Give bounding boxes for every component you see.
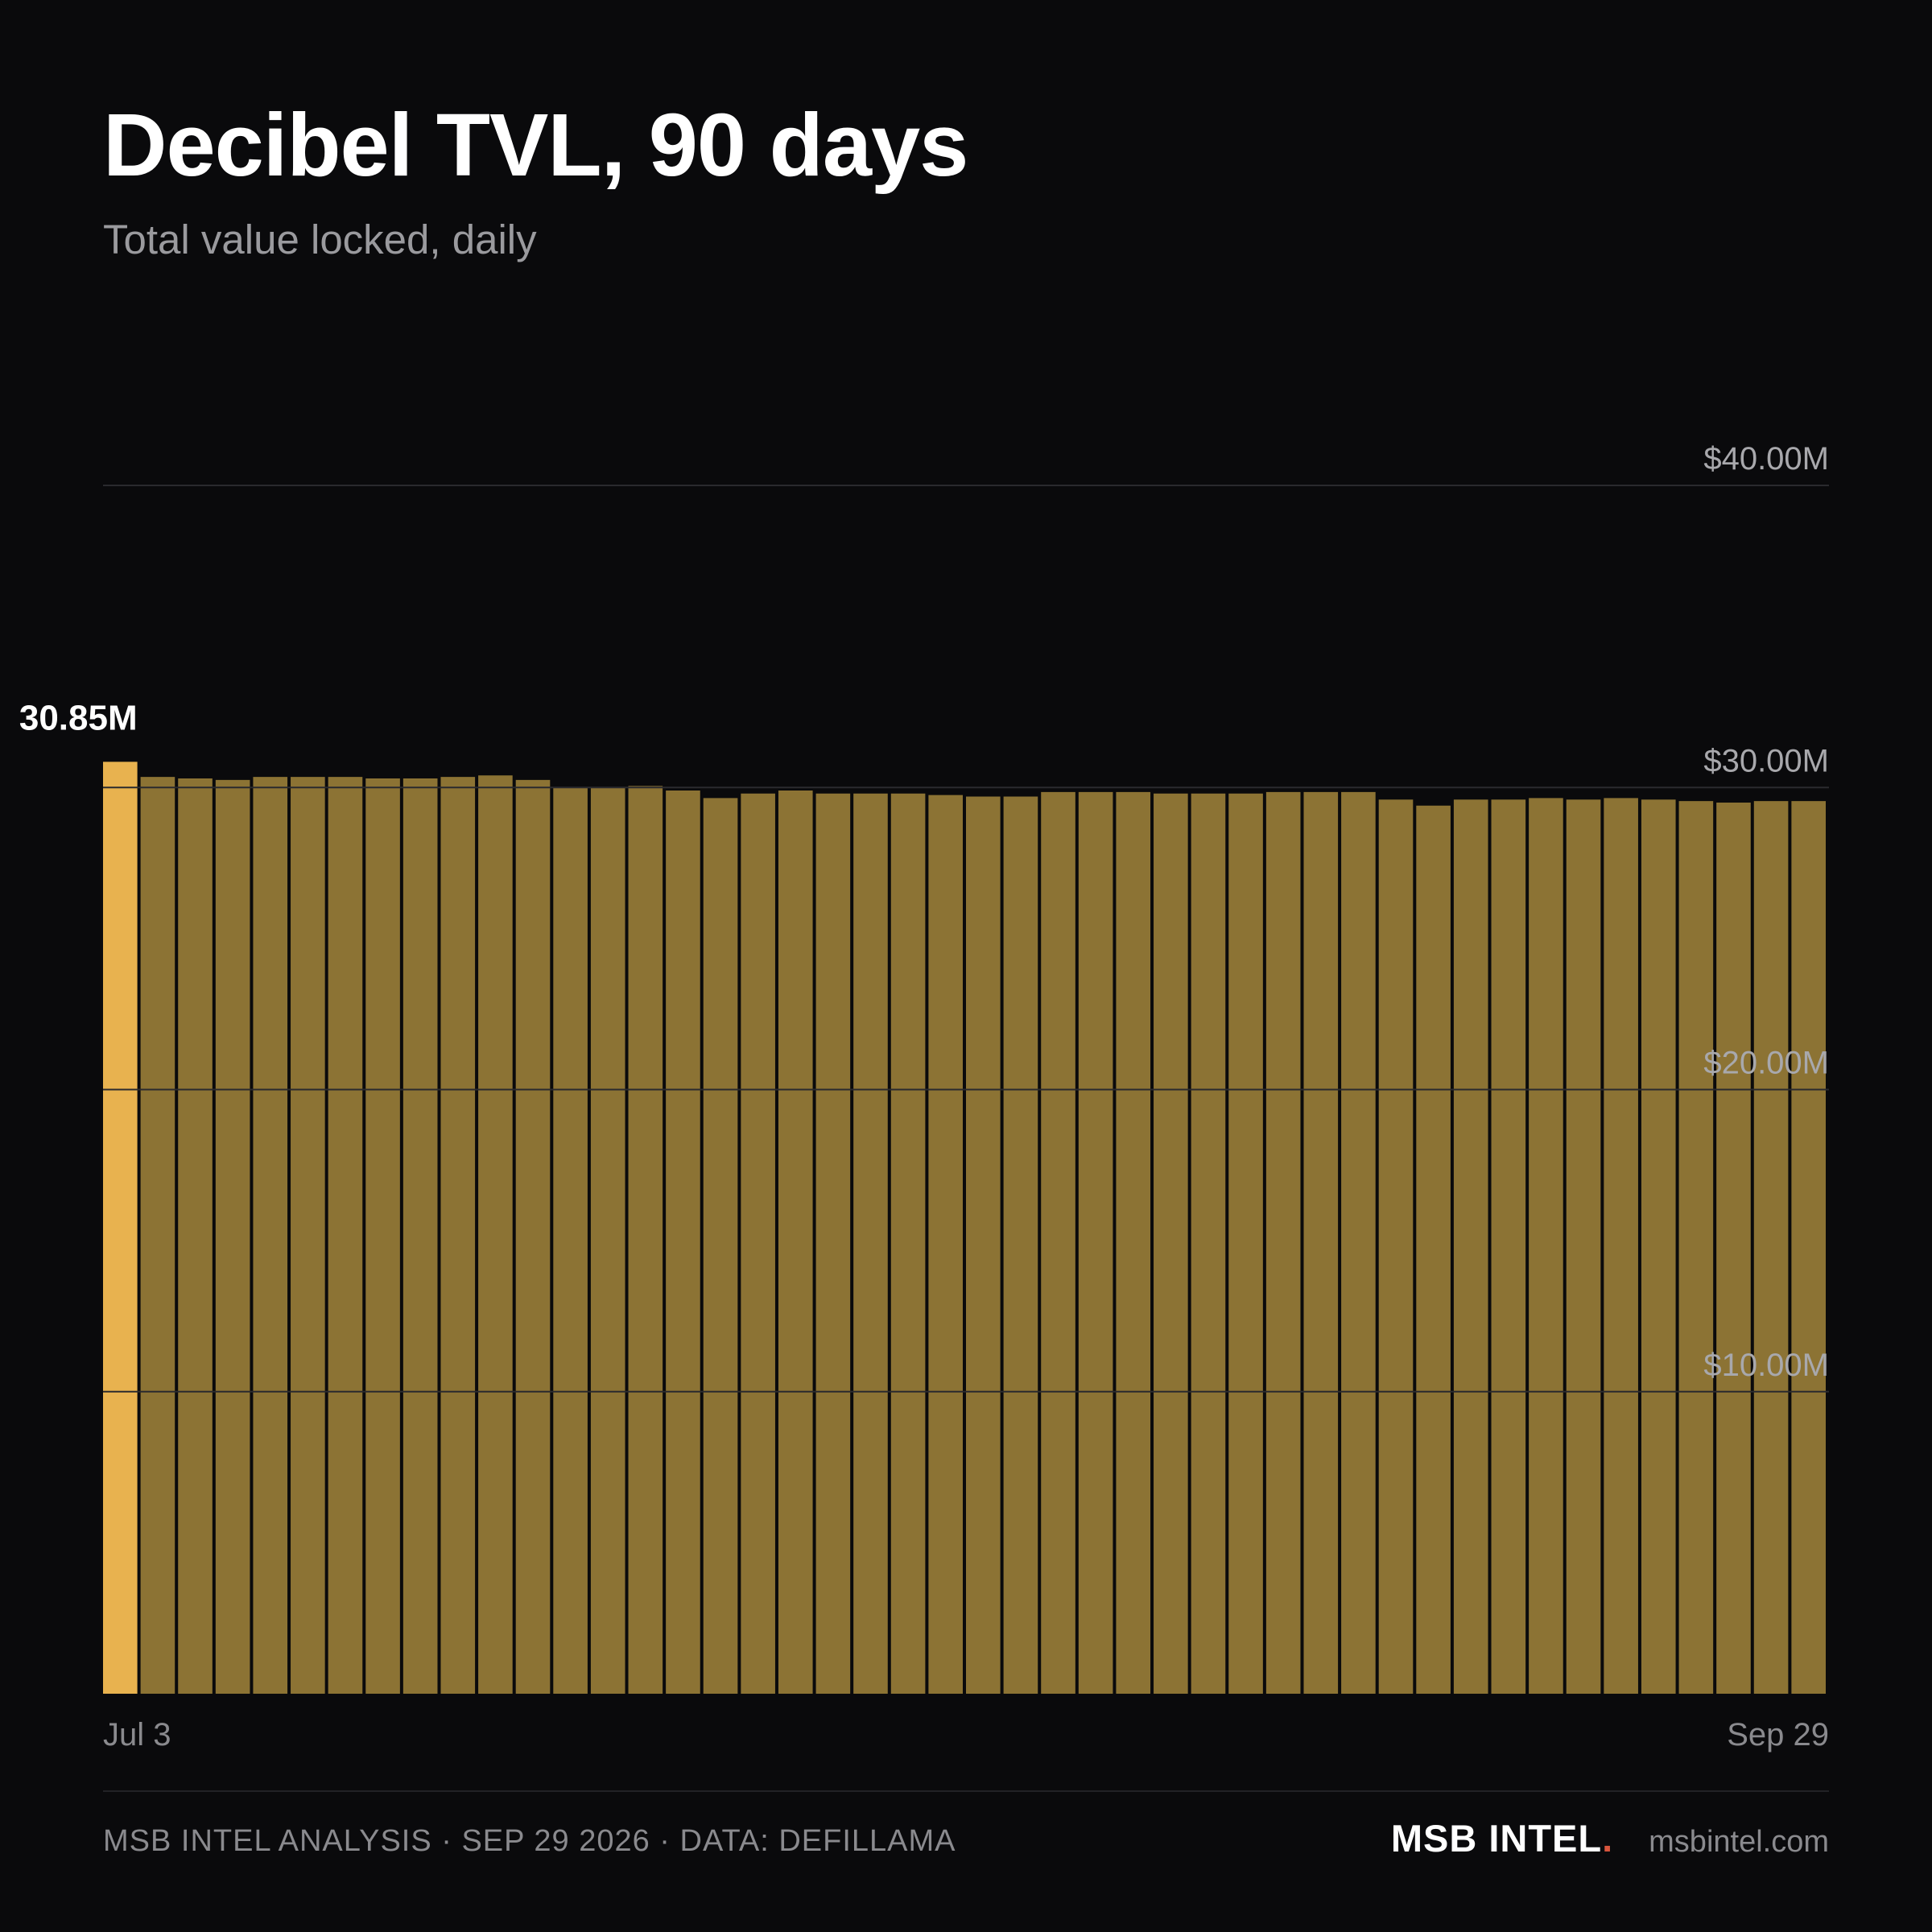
bar [1529, 798, 1563, 1694]
y-tick-label: $40.00M [1703, 441, 1829, 477]
bar [1566, 799, 1601, 1694]
bar [1716, 803, 1751, 1694]
bar [628, 786, 663, 1694]
bar [515, 779, 551, 1694]
bar [1341, 791, 1376, 1694]
bar [1265, 791, 1301, 1694]
bar [741, 793, 775, 1694]
bar [1678, 801, 1714, 1694]
bar [1791, 801, 1826, 1694]
bar [1491, 799, 1526, 1694]
chart-title: Decibel TVL, 90 days [103, 96, 968, 195]
footer-brand-block: MSB INTEL. msbintel.com [1391, 1816, 1829, 1860]
y-tick-label: $20.00M [1703, 1046, 1829, 1081]
bar [1191, 793, 1226, 1694]
bar [1116, 791, 1151, 1694]
bar [1303, 791, 1339, 1694]
bar [1604, 798, 1638, 1694]
tvl-bar-chart: $10.00M $20.00M $30.00M $40.00M 30.85M Jul 3 S… [19, 441, 1829, 1752]
bar [928, 795, 963, 1694]
bar [1753, 801, 1789, 1694]
bar [402, 778, 438, 1694]
bar [1416, 805, 1451, 1694]
bar [140, 777, 175, 1694]
footer-analysis-credit: MSB INTEL ANALYSIS · SEP 29 2026 · DATA:… [103, 1824, 956, 1858]
bar [1453, 799, 1488, 1694]
bar [815, 793, 851, 1694]
footer-divider [103, 1790, 1829, 1792]
brand-dot: . [1602, 1817, 1614, 1860]
bar [666, 791, 700, 1694]
bar [291, 777, 325, 1694]
x-tick-label-end: Sep 29 [1727, 1717, 1829, 1752]
bar [1641, 799, 1676, 1694]
y-tick-label: $30.00M [1703, 743, 1829, 778]
bar [440, 777, 476, 1694]
x-tick-label-start: Jul 3 [103, 1717, 171, 1752]
brand-name: MSB INTEL [1390, 1817, 1603, 1860]
brand-logo: MSB INTEL. [1391, 1816, 1613, 1860]
bar-highlight [103, 762, 138, 1694]
bar [890, 793, 926, 1694]
bar [1078, 791, 1113, 1694]
bar [1003, 796, 1038, 1694]
footer-site-link[interactable]: msbintel.com [1649, 1825, 1829, 1859]
y-tick-label: $10.00M [1703, 1348, 1829, 1383]
bar [178, 778, 213, 1694]
bar [553, 787, 588, 1694]
bar [1228, 793, 1263, 1694]
bar [703, 798, 738, 1694]
bar [1154, 793, 1188, 1694]
highlight-value-label: 30.85M [19, 698, 138, 737]
bar [215, 779, 250, 1694]
bar [1378, 799, 1414, 1694]
chart-subtitle: Total value locked, daily [103, 217, 537, 262]
bar [1041, 791, 1075, 1694]
bar [253, 777, 288, 1694]
bar [365, 778, 400, 1694]
bar [328, 777, 363, 1694]
bar [853, 793, 888, 1694]
bar [590, 787, 625, 1694]
bar [966, 796, 1001, 1694]
bar [778, 791, 813, 1694]
bar [478, 775, 513, 1694]
